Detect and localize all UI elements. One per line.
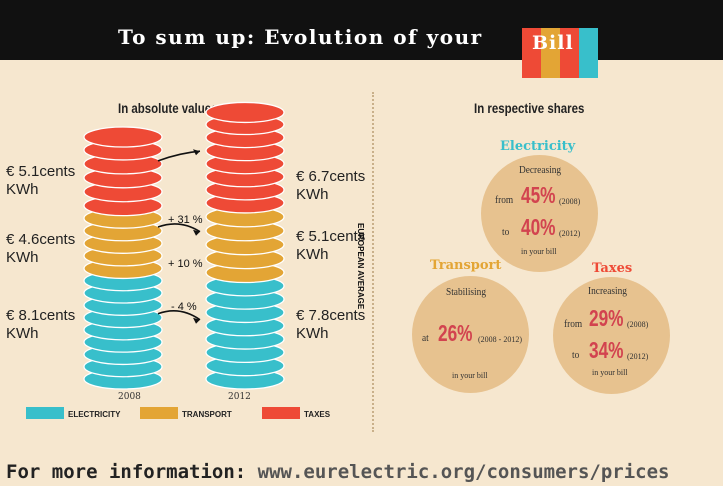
legend-label-transport: TRANSPORT	[182, 410, 232, 419]
european-average-label: EUROPEAN AVERAGE	[356, 223, 365, 310]
share-title-electricity: Electricity	[500, 139, 576, 154]
value-label-electricity-2008: € 8.1cents KWh	[6, 307, 76, 342]
electricity-from-word: from	[495, 194, 514, 206]
legend-label-electricity: ELECTRICITY	[68, 410, 121, 419]
footer: For more information: www.eurelectric.or…	[6, 461, 669, 483]
section-divider	[372, 92, 374, 432]
logo-text: Bill	[532, 32, 574, 54]
right-heading: In respective shares	[474, 100, 585, 116]
electricity-suffix: in your bill	[521, 247, 557, 256]
electricity-to-value: 40%	[521, 214, 556, 240]
value-label-taxes-2008: € 5.1cents KWh	[6, 163, 76, 198]
legend-swatch-taxes	[262, 407, 300, 419]
electricity-from-year: (2008)	[559, 197, 581, 206]
stack-top-2012	[205, 101, 285, 124]
share-circle-transport	[412, 276, 529, 393]
change-label-electricity: - 4 %	[171, 301, 197, 313]
stack-top-2008	[83, 126, 163, 148]
electricity-from-value: 45%	[521, 182, 556, 208]
taxes-from-value: 29%	[589, 305, 624, 331]
share-circle-taxes	[553, 277, 670, 394]
legend-label-taxes: TAXES	[304, 410, 331, 419]
share-circle-electricity	[481, 155, 598, 272]
change-arrowhead-transport	[193, 229, 200, 236]
transport-value: 26%	[438, 320, 473, 346]
electricity-to-year: (2012)	[559, 229, 581, 238]
taxes-from-year: (2008)	[627, 320, 649, 329]
transport-suffix: in your bill	[452, 371, 488, 380]
footer-url[interactable]: www.eurelectric.org/consumers/prices	[257, 461, 670, 483]
change-arrowhead-electricity	[193, 317, 200, 324]
change-arrow-electricity	[157, 310, 201, 321]
taxes-status: Increasing	[588, 285, 627, 297]
transport-status: Stabilising	[446, 286, 487, 298]
page-title: To sum up: Evolution of your	[118, 25, 483, 49]
year-label-2012: 2012	[228, 392, 251, 402]
transport-years: (2008 - 2012)	[478, 335, 522, 344]
change-arrowhead-taxes	[193, 149, 200, 156]
value-label-taxes-2012: € 6.7cents KWh	[296, 168, 366, 203]
value-label-transport-2008: € 4.6cents KWh	[6, 231, 76, 266]
share-title-transport: Transport	[430, 258, 502, 273]
taxes-to-value: 34%	[589, 337, 624, 363]
taxes-suffix: in your bill	[592, 368, 628, 377]
taxes-from-word: from	[564, 318, 583, 330]
change-label-taxes: + 31 %	[168, 214, 203, 226]
transport-at-word: at	[422, 332, 429, 344]
value-label-transport-2012: € 5.1cents KWh	[296, 228, 366, 263]
value-label-electricity-2012: € 7.8cents KWh	[296, 307, 366, 342]
footer-label: For more information:	[6, 461, 247, 483]
electricity-to-word: to	[502, 226, 510, 238]
change-label-transport: + 10 %	[168, 258, 203, 270]
left-heading: In absolute values	[118, 100, 218, 116]
share-title-taxes: Taxes	[592, 261, 633, 276]
change-arrow-transport	[157, 223, 201, 233]
taxes-to-word: to	[572, 349, 580, 361]
legend-swatch-transport	[140, 407, 178, 419]
taxes-to-year: (2012)	[627, 352, 649, 361]
stacked-coin-chart	[83, 101, 285, 390]
bill-logo: Bill	[522, 28, 598, 78]
electricity-status: Decreasing	[519, 164, 562, 176]
title-bar	[0, 0, 723, 60]
change-arrow-taxes	[157, 150, 201, 162]
legend-swatch-electricity	[26, 407, 64, 419]
year-label-2008: 2008	[118, 392, 141, 402]
